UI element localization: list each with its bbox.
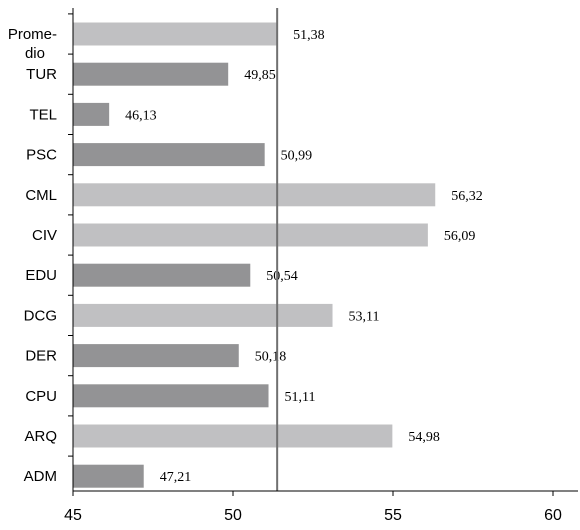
x-tick-label-45: 45 <box>64 507 82 524</box>
category-label-cpu: CPU <box>25 388 57 405</box>
value-label-adm: 47,21 <box>160 470 192 485</box>
x-tick-label-55: 55 <box>384 507 402 524</box>
value-label-tel: 46,13 <box>125 108 157 123</box>
value-label-tur: 49,85 <box>244 68 276 83</box>
category-label-tel: TEL <box>29 106 57 123</box>
bar-adm <box>73 464 144 488</box>
value-label-dcg: 53,11 <box>349 309 380 324</box>
category-label-arq: ARQ <box>24 428 57 445</box>
bar-prome-dio <box>73 22 278 46</box>
category-label-cml: CML <box>25 187 57 204</box>
value-label-psc: 50,99 <box>281 149 313 164</box>
value-labels-layer: 51,38 49,85 46,13 50,99 56,32 56,09 50,54 53,11… <box>125 28 483 485</box>
bar-der <box>73 344 239 368</box>
category-label-prome-dio: Prome-dio <box>8 26 57 62</box>
bar-tel <box>73 102 110 126</box>
bar-dcg <box>73 303 333 327</box>
category-label-der: DER <box>25 348 57 365</box>
category-label-dcg: DCG <box>24 307 57 324</box>
value-label-der: 50,18 <box>255 350 287 365</box>
bar-cpu <box>73 384 269 408</box>
value-label-cml: 56,32 <box>451 189 483 204</box>
bar-civ <box>73 223 428 247</box>
axes-layer: 45 50 55 60 <box>64 8 578 524</box>
bar-tur <box>73 62 229 86</box>
x-tick-label-50: 50 <box>224 507 242 524</box>
bars-layer <box>73 22 436 488</box>
value-label-cpu: 51,11 <box>285 390 316 405</box>
bar-psc <box>73 143 265 167</box>
value-label-edu: 50,54 <box>266 269 298 284</box>
category-label-tur: TUR <box>26 66 57 83</box>
value-label-arq: 54,98 <box>408 430 440 445</box>
category-label-civ: CIV <box>32 227 57 244</box>
x-tick-label-60: 60 <box>544 507 562 524</box>
value-label-prome-dio: 51,38 <box>293 28 325 43</box>
category-labels-layer: Prome-dio TUR TEL PSC CML CIV EDU DCG DER CPU ARQ A… <box>8 26 57 485</box>
bar-arq <box>73 424 393 448</box>
value-label-civ: 56,09 <box>444 229 476 244</box>
category-label-adm: ADM <box>24 468 57 485</box>
bar-cml <box>73 183 436 207</box>
category-label-psc: PSC <box>26 147 57 164</box>
category-label-edu: EDU <box>25 267 57 284</box>
bar-edu <box>73 263 251 287</box>
